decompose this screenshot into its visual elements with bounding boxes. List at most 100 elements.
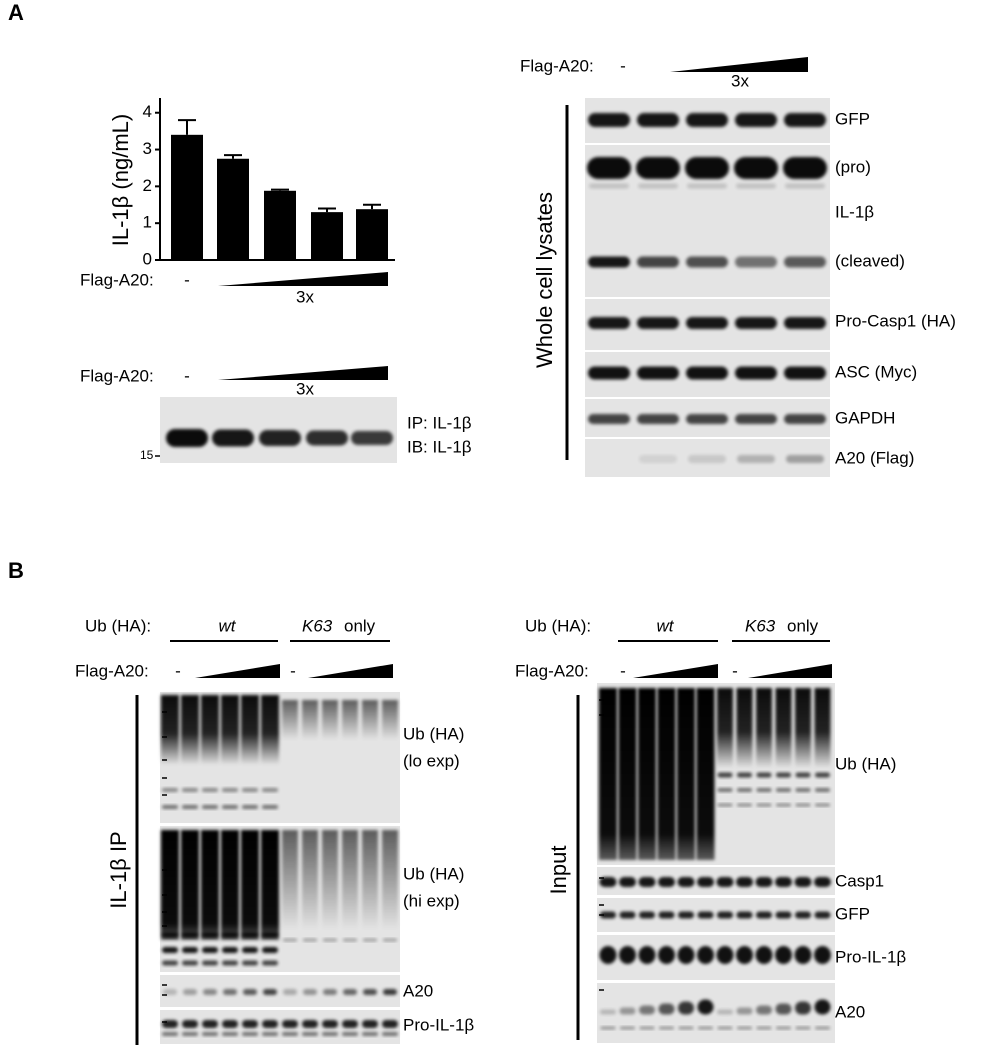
band (736, 1007, 753, 1015)
blot-label: IL-1β (835, 202, 874, 221)
group-label: Ub (HA): (85, 616, 151, 635)
band (717, 1026, 733, 1030)
smear (382, 830, 398, 930)
band (775, 877, 792, 887)
dose-label: 3x (296, 287, 314, 306)
band (717, 772, 733, 778)
band (162, 932, 178, 938)
band (262, 788, 278, 792)
band (736, 877, 753, 887)
band (736, 183, 776, 189)
treatment-label: Flag-A20: (520, 56, 594, 75)
band (737, 772, 752, 778)
band (735, 113, 777, 127)
band (688, 455, 726, 463)
band (182, 932, 198, 938)
band (262, 1020, 278, 1028)
smear (282, 830, 298, 930)
band (600, 1026, 616, 1030)
band (202, 805, 218, 809)
band (212, 429, 254, 447)
band (637, 256, 679, 268)
band (222, 788, 238, 792)
band (775, 1003, 792, 1015)
band (795, 1001, 811, 1015)
band (697, 877, 714, 887)
band (735, 414, 777, 424)
smear (282, 700, 298, 740)
band (814, 999, 831, 1015)
smear (599, 688, 617, 860)
band (783, 157, 827, 179)
group-label: K63 (302, 616, 333, 635)
y-tick-label: 4 (143, 102, 152, 121)
band (202, 932, 218, 938)
band (784, 256, 826, 268)
band (600, 911, 616, 919)
band (794, 946, 812, 964)
band (785, 183, 825, 189)
treatment-label: Flag-A20: (80, 366, 154, 385)
blot-label: GAPDH (835, 408, 895, 427)
blot-label: Casp1 (835, 871, 884, 890)
band (737, 803, 752, 807)
dose-wedge (308, 664, 393, 678)
band (599, 946, 617, 964)
band (686, 414, 728, 424)
band (243, 989, 257, 995)
band (588, 366, 630, 380)
blot-strip (597, 983, 835, 1043)
band (599, 877, 617, 887)
band (202, 788, 218, 792)
blot-strip (160, 826, 400, 972)
band (166, 429, 208, 447)
band (736, 946, 753, 964)
band (242, 932, 258, 938)
side-label: IL-1β IP (106, 831, 131, 908)
band (697, 911, 714, 919)
band (182, 805, 198, 809)
band (342, 1020, 358, 1028)
band (202, 1032, 218, 1036)
band (322, 1032, 338, 1036)
smear (362, 700, 378, 740)
band (815, 772, 830, 778)
band (734, 157, 778, 179)
y-tick-label: 0 (143, 249, 152, 268)
band (639, 911, 655, 919)
band (735, 317, 777, 329)
smear (221, 830, 239, 940)
band (342, 1032, 358, 1036)
band (262, 947, 278, 953)
band (737, 455, 775, 463)
smear (201, 695, 219, 765)
band (343, 938, 357, 942)
smear (795, 688, 811, 768)
band (737, 1026, 752, 1030)
bar (311, 212, 343, 260)
band (716, 946, 734, 964)
smear (322, 830, 338, 930)
band (685, 157, 729, 179)
band (686, 113, 728, 127)
band (182, 788, 198, 792)
band (795, 788, 811, 792)
blot-label: (lo exp) (403, 751, 460, 770)
control-label: - (175, 661, 181, 680)
band (303, 938, 317, 942)
smear (161, 695, 179, 765)
band (776, 772, 791, 778)
side-label: IL-1β (ng/mL) (108, 114, 133, 246)
dose-label: 3x (731, 71, 749, 90)
band (351, 431, 393, 445)
band (263, 989, 277, 995)
band (202, 947, 218, 953)
band (716, 877, 734, 887)
band (383, 938, 397, 942)
band (639, 1026, 655, 1030)
control-label: - (184, 270, 190, 289)
smear (181, 695, 199, 765)
band (182, 1020, 198, 1028)
band (259, 430, 301, 446)
